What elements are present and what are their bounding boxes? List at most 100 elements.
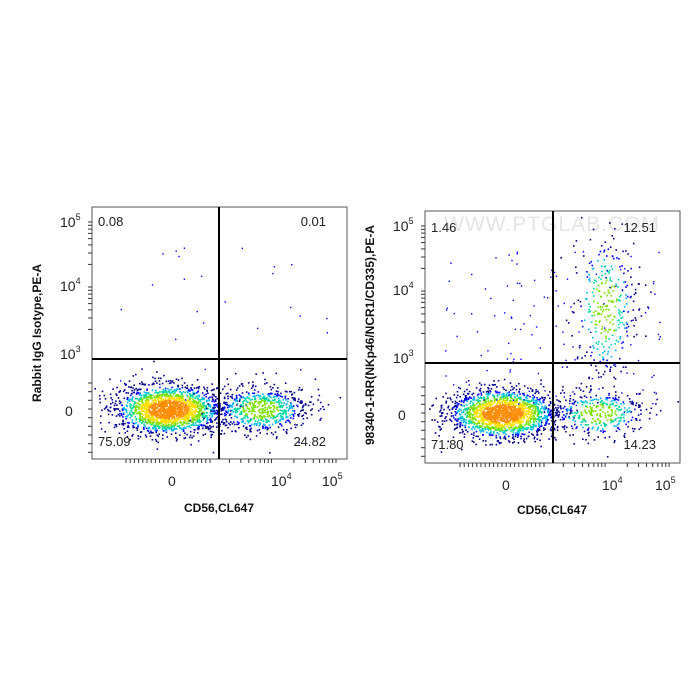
event-dot	[583, 255, 585, 257]
event-dot	[503, 412, 505, 415]
event-dot	[544, 415, 547, 417]
event-dot	[127, 414, 129, 416]
event-dot	[560, 257, 562, 259]
event-dot	[204, 414, 207, 417]
event-dot	[141, 381, 143, 383]
event-dot	[511, 393, 513, 395]
event-dot	[223, 397, 226, 400]
event-dot	[273, 410, 275, 413]
event-dot	[214, 400, 216, 403]
event-dot	[236, 403, 239, 405]
event-dot	[533, 415, 536, 418]
event-dot	[630, 319, 633, 322]
event-dot	[264, 404, 266, 406]
event-dot	[146, 414, 149, 417]
event-dot	[159, 415, 162, 418]
event-dot	[182, 412, 184, 415]
event-dot	[536, 406, 538, 409]
event-dot	[511, 397, 513, 400]
event-dot	[200, 423, 203, 426]
event-dot	[129, 416, 132, 419]
event-dot	[162, 390, 165, 392]
event-dot	[222, 418, 224, 421]
event-dot	[610, 355, 613, 358]
event-dot	[285, 416, 287, 419]
event-dot	[489, 403, 491, 406]
event-dot	[156, 410, 159, 413]
event-dot	[545, 420, 547, 422]
event-dot	[118, 432, 121, 435]
event-dot	[262, 393, 264, 395]
event-dot	[534, 406, 537, 409]
event-dot	[608, 346, 610, 349]
event-dot	[559, 418, 562, 421]
event-dot	[621, 347, 624, 349]
event-dot	[490, 416, 493, 418]
event-dot	[638, 283, 640, 285]
event-dot	[191, 395, 193, 397]
event-dot	[248, 393, 250, 396]
event-dot	[528, 413, 530, 416]
event-dot	[127, 392, 129, 394]
event-dot	[549, 402, 552, 404]
event-dot	[443, 408, 445, 411]
event-dot	[477, 399, 479, 401]
event-dot	[543, 399, 545, 401]
event-dot	[493, 431, 495, 433]
event-dot	[483, 416, 486, 419]
event-dot	[526, 404, 528, 406]
event-dot	[502, 396, 504, 398]
event-dot	[500, 426, 503, 429]
event-dot	[536, 438, 539, 440]
event-dot	[160, 407, 162, 409]
event-dot	[165, 400, 168, 403]
event-dot	[477, 405, 479, 408]
event-dot	[197, 419, 199, 422]
event-dot	[526, 416, 528, 418]
event-dot	[559, 406, 562, 409]
event-dot	[613, 329, 616, 332]
event-dot	[108, 421, 110, 424]
event-dot	[277, 413, 279, 416]
event-dot	[600, 416, 602, 418]
event-dot	[491, 421, 493, 424]
event-dot	[247, 434, 249, 437]
event-dot	[163, 418, 165, 420]
event-dot	[588, 376, 590, 379]
event-dot	[280, 424, 283, 427]
event-dot	[211, 430, 213, 433]
event-dot	[429, 408, 431, 410]
event-dot	[245, 413, 248, 415]
event-dot	[242, 396, 245, 398]
event-dot	[518, 408, 521, 411]
event-dot	[162, 406, 164, 409]
event-dot	[153, 410, 156, 413]
event-dot	[197, 398, 200, 401]
event-dot	[137, 412, 139, 415]
event-dot	[122, 412, 125, 414]
event-dot	[604, 424, 606, 426]
event-dot	[598, 290, 600, 292]
event-dot	[162, 424, 165, 426]
event-dot	[167, 410, 169, 412]
event-dot	[273, 402, 275, 404]
event-dot	[142, 416, 144, 419]
event-dot	[170, 388, 172, 391]
event-dot	[163, 426, 165, 428]
event-dot	[619, 357, 621, 360]
event-dot	[479, 390, 482, 392]
event-dot	[519, 429, 521, 432]
event-dot	[138, 403, 141, 406]
event-dot	[593, 300, 595, 303]
event-dot	[197, 405, 200, 408]
event-dot	[514, 408, 517, 411]
event-dot	[166, 415, 168, 417]
event-dot	[175, 389, 178, 392]
event-dot	[611, 255, 614, 257]
event-dot	[198, 427, 200, 430]
event-dot	[202, 427, 204, 430]
event-dot	[570, 411, 572, 414]
event-dot	[190, 394, 192, 397]
event-dot	[129, 413, 131, 416]
event-dot	[270, 406, 272, 409]
